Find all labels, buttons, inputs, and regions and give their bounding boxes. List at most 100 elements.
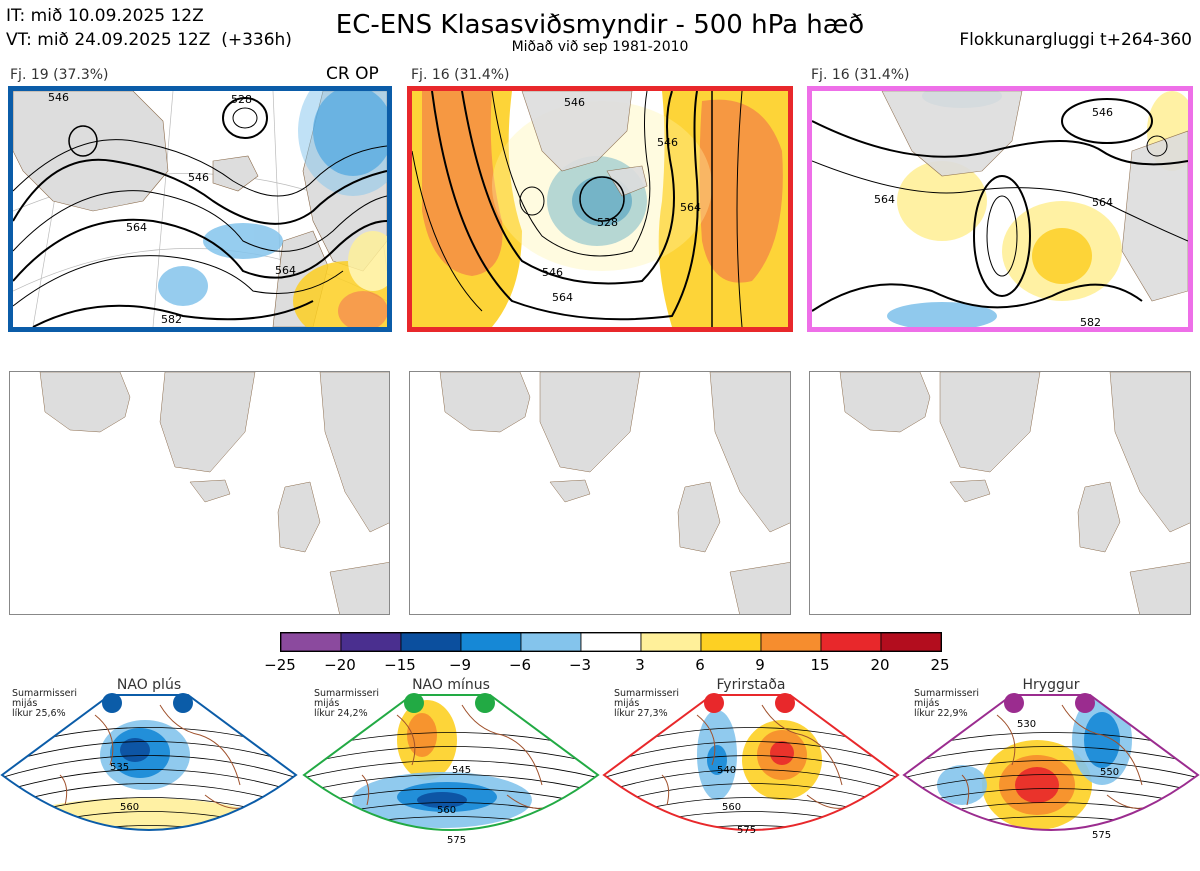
contour-labels: 546 564 564 582 <box>874 106 1113 327</box>
height-contours <box>412 91 743 327</box>
colorbar-tick-label: −20 <box>324 656 356 674</box>
anomaly-field <box>937 765 987 805</box>
coastline <box>59 704 251 809</box>
regime-info-line: mijás <box>614 698 640 709</box>
regime-info-line: Sumarmisseri <box>12 688 78 699</box>
height-contours <box>812 98 1188 312</box>
valid-time: VT: mið 24.09.2025 12Z (+336h) <box>6 30 292 50</box>
regime-marker-dot <box>475 693 495 713</box>
contour-label: 560 <box>120 802 139 813</box>
contour-label: 535 <box>110 762 129 773</box>
regime-title: NAO plús <box>116 677 182 693</box>
regime-outline <box>0 694 298 831</box>
contour-label: 564 <box>680 201 701 214</box>
colorbar-swatch <box>281 633 342 651</box>
colorbar-swatches <box>281 633 941 651</box>
cluster-1-map: 546 546 564 564 582 528 <box>8 86 392 332</box>
empty-map-3 <box>809 371 1191 615</box>
colorbar-swatch <box>700 633 762 651</box>
page-title: EC-ENS Klasasviðsmyndir - 500 hPa hæð <box>335 10 865 40</box>
regime-info: Sumarmisseri mijás líkur 22,9% <box>914 689 979 719</box>
contour-label: 575 <box>1092 830 1111 841</box>
regime-outline <box>302 694 600 831</box>
height-contour <box>2 769 296 793</box>
contour-label: 546 <box>1092 106 1113 119</box>
regime-title: Fyrirstaða <box>716 677 786 693</box>
anomaly-field <box>770 741 794 765</box>
contour-label: 545 <box>452 765 471 776</box>
regime-panel: 545 560 575 NAO mínus Sumarmisseri mijás líkur… <box>302 675 600 871</box>
colorbar-tick-label: 25 <box>930 656 950 674</box>
regime-marker-dot <box>173 693 193 713</box>
cluster-1-label: Fj. 19 (37.3%) <box>10 67 109 83</box>
regime-marker-dot <box>1075 693 1095 713</box>
anomaly-field <box>1084 712 1120 768</box>
contour-label: 530 <box>1017 719 1036 730</box>
cluster-3-map: 546 564 564 582 <box>807 86 1193 332</box>
classification-window: Flokkunargluggi t+264-360 <box>959 30 1192 50</box>
colorbar-tick-label: −9 <box>448 656 472 674</box>
regime-info-line: Sumarmisseri <box>614 688 680 699</box>
colorbar-swatch <box>460 633 522 651</box>
height-contour <box>904 746 1198 765</box>
colorbar-swatch <box>760 633 822 651</box>
colorbar-tick-label: −25 <box>264 656 296 674</box>
anomaly-field <box>1012 839 1042 851</box>
regime-info-line: mijás <box>12 698 38 709</box>
height-contour <box>904 760 1198 779</box>
colorbar-ticks: −25 −20 −15 −9 −6 −3 3 6 9 15 20 25 <box>264 656 949 676</box>
colorbar-swatch <box>520 633 582 651</box>
height-contour <box>604 741 898 765</box>
contour-label: 546 <box>657 136 678 149</box>
contour-label: 546 <box>188 171 209 184</box>
contour-label: 528 <box>597 216 618 229</box>
regime-panel: 535 560 NAO plús Sumarmisseri mijás líkur 25,… <box>0 675 298 871</box>
regime-map: 535 560 <box>0 693 298 863</box>
init-time: IT: mið 10.09.2025 12Z <box>6 6 204 26</box>
regime-panel: 530 550 575 Hryggur Sumarmisseri mijás líkur 2… <box>902 675 1200 871</box>
regime-info-line: líkur 25,6% <box>12 708 66 719</box>
colorbar-swatch <box>400 633 462 651</box>
coastline <box>961 704 1153 809</box>
regime-marker-dot <box>1004 693 1024 713</box>
regime-outline <box>602 694 900 831</box>
colorbar-tick-label: −6 <box>508 656 532 674</box>
contour-label: 540 <box>717 765 736 776</box>
height-contour <box>0 840 298 863</box>
contour-label: 575 <box>737 825 756 836</box>
height-contour <box>302 845 600 863</box>
regime-panel: 540 560 575 Fyrirstaða Sumarmisseri mijás líku… <box>602 675 900 871</box>
colorbar-tick-label: −15 <box>384 656 416 674</box>
page-subtitle: Miðað við sep 1981-2010 <box>511 39 689 55</box>
height-contour <box>604 783 898 807</box>
height-contour <box>304 746 598 765</box>
colorbar-swatch <box>640 633 702 651</box>
contour-label: 564 <box>275 264 296 277</box>
regime-map: 540 560 575 <box>602 693 900 836</box>
coastline <box>361 704 553 809</box>
colorbar-swatch <box>340 633 402 651</box>
cluster-3-label: Fj. 16 (31.4%) <box>811 67 910 83</box>
height-contour <box>902 845 1200 863</box>
height-contour <box>2 783 296 807</box>
height-contour <box>902 831 1200 849</box>
contour-label: 564 <box>126 221 147 234</box>
height-contours <box>13 97 387 327</box>
regime-marker-dot <box>775 693 795 713</box>
contour-label: 528 <box>231 93 252 106</box>
contour-label: 560 <box>437 805 456 816</box>
contour-label: 575 <box>447 835 466 846</box>
height-contour <box>2 755 296 779</box>
regime-info-line: Sumarmisseri <box>914 688 980 699</box>
regime-outline <box>902 694 1200 831</box>
cluster-1-cr-op: CR OP <box>326 64 379 84</box>
coastline <box>661 704 853 809</box>
height-contour <box>604 755 898 779</box>
height-contour <box>604 769 898 793</box>
colorbar-tick-label: 9 <box>755 656 765 674</box>
height-contour <box>2 825 296 830</box>
regime-info-line: Sumarmisseri <box>314 688 380 699</box>
anomaly-field <box>407 713 437 757</box>
contour-labels: 546 546 564 564 528 546 <box>542 96 701 304</box>
height-contour <box>304 774 598 793</box>
